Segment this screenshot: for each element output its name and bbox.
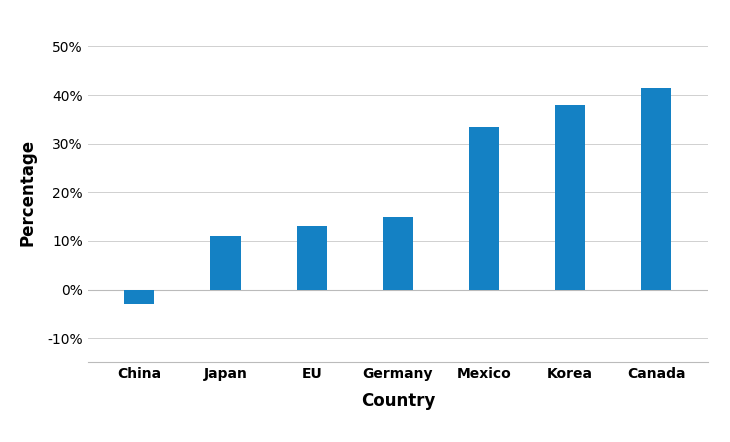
Bar [296,226,327,290]
Bar [469,126,499,290]
Bar [210,236,241,290]
Bar [555,105,585,290]
Bar [642,88,672,290]
Bar [383,217,413,290]
Bar [124,290,154,304]
Y-axis label: Percentage: Percentage [18,139,36,246]
X-axis label: Country: Country [361,392,435,411]
